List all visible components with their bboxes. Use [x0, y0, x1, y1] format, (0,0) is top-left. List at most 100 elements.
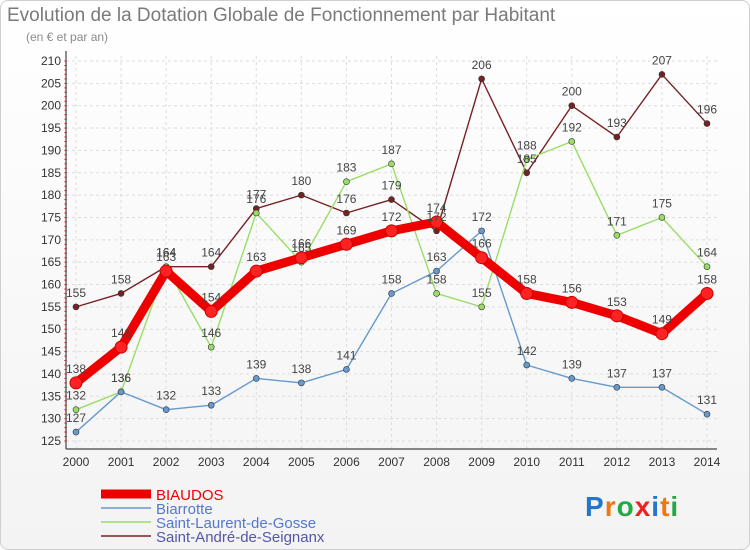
data-point: [658, 71, 666, 78]
proxiti-logo: Proxiti: [585, 491, 679, 523]
data-point: [433, 267, 440, 275]
data-point: [162, 406, 170, 414]
y-tick-label: 210: [41, 54, 61, 68]
data-label: 158: [381, 272, 401, 286]
data-point: [343, 178, 350, 186]
data-label: 176: [246, 192, 266, 206]
logo-letter: r: [604, 491, 617, 522]
legend-label: Saint-André-de-Seignanx: [156, 529, 325, 546]
x-tick-label: 2014: [694, 455, 721, 469]
data-label: 156: [562, 281, 582, 295]
y-tick-label: 195: [41, 121, 61, 135]
x-tick-label: 2001: [108, 455, 135, 469]
data-point: [703, 120, 711, 127]
data-label: 206: [472, 58, 492, 72]
legend-label: Biarrotte: [156, 501, 213, 518]
data-point: [703, 410, 711, 418]
data-label: 149: [652, 313, 672, 327]
x-tick-label: 2008: [423, 455, 450, 469]
x-tick-label: 2006: [333, 455, 360, 469]
y-tick-label: 160: [41, 278, 61, 292]
x-tick-label: 2007: [378, 455, 405, 469]
data-label: 136: [111, 371, 131, 385]
data-point: [568, 375, 576, 382]
data-label: 169: [336, 223, 356, 237]
data-label: 171: [607, 214, 627, 228]
data-label: 139: [246, 357, 266, 371]
data-label: 155: [66, 286, 86, 300]
data-label: 163: [246, 250, 266, 264]
x-tick-label: 2010: [513, 455, 540, 469]
data-label: 139: [562, 357, 582, 371]
data-label: 153: [607, 295, 627, 309]
data-point: [520, 286, 534, 300]
data-point: [204, 304, 218, 318]
data-label: 179: [381, 179, 401, 193]
data-label: 172: [472, 210, 492, 224]
data-point: [343, 209, 350, 217]
data-label: 164: [201, 246, 221, 260]
y-tick-label: 170: [41, 233, 61, 247]
data-label: 188: [517, 138, 537, 152]
x-tick-label: 2009: [468, 455, 495, 469]
y-tick-label: 145: [41, 345, 61, 359]
data-point: [207, 343, 215, 351]
data-point: [613, 232, 621, 239]
y-tick-label: 130: [41, 412, 61, 426]
data-label: 176: [336, 192, 356, 206]
data-point: [114, 340, 128, 354]
legend-label: BIAUDOS: [156, 487, 224, 504]
data-point: [565, 295, 579, 309]
data-label: 132: [156, 389, 176, 403]
data-point: [523, 156, 531, 163]
y-tick-label: 125: [41, 434, 61, 448]
data-label: 196: [697, 103, 717, 117]
y-tick-label: 150: [41, 322, 61, 336]
data-label: 127: [66, 411, 86, 425]
data-label: 192: [562, 120, 582, 134]
data-label: 155: [472, 286, 492, 300]
x-tick-label: 2004: [243, 455, 270, 469]
data-label: 185: [517, 152, 537, 166]
data-point: [613, 133, 621, 141]
data-point: [207, 263, 215, 270]
data-point: [388, 290, 395, 297]
y-tick-label: 135: [41, 389, 61, 403]
logo-letter: i: [670, 491, 680, 522]
x-tick-label: 2002: [153, 455, 180, 469]
data-point: [249, 264, 263, 278]
data-label: 131: [697, 393, 717, 407]
data-point: [72, 406, 80, 414]
x-tick-label: 2005: [288, 455, 315, 469]
data-label: 154: [201, 290, 221, 304]
gridlines: [66, 56, 717, 449]
data-label: 165: [291, 241, 311, 255]
data-point: [655, 327, 669, 341]
chart-title: Evolution de la Dotation Globale de Fonc…: [7, 5, 556, 26]
x-tick-label: 2012: [604, 455, 631, 469]
data-label: 142: [517, 344, 537, 358]
y-tick-label: 200: [41, 99, 61, 113]
data-label: 163: [156, 250, 176, 264]
data-point: [343, 366, 350, 373]
data-point: [568, 138, 576, 145]
y-tick-label: 165: [41, 255, 61, 269]
legend: BIAUDOSBiarrotteSaint-Laurent-de-GosseSa…: [101, 487, 325, 546]
y-tick-label: 155: [41, 300, 61, 314]
data-label: 138: [66, 362, 86, 376]
data-label: 164: [156, 246, 176, 260]
data-point: [388, 196, 395, 203]
data-point: [298, 379, 305, 387]
data-label: 146: [111, 326, 131, 340]
data-label: 187: [381, 143, 401, 157]
data-label: 158: [517, 272, 537, 286]
y-tick-label: 140: [41, 367, 61, 381]
chart-subtitle: (en € et par an): [26, 30, 109, 44]
data-point: [613, 384, 621, 391]
data-label: 137: [607, 366, 627, 380]
y-tick-label: 175: [41, 210, 61, 224]
data-label: 166: [472, 237, 492, 251]
data-point: [385, 224, 398, 238]
